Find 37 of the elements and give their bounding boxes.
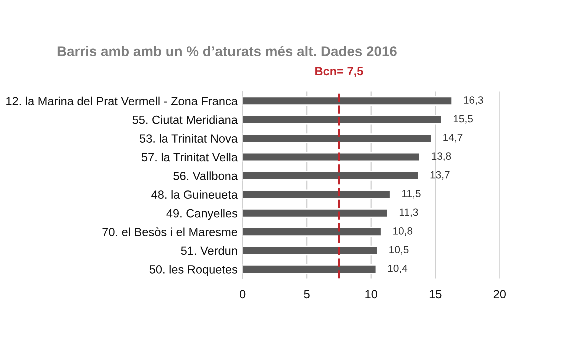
data-label: 16,3 bbox=[464, 96, 484, 106]
x-tick-label: 5 bbox=[304, 290, 310, 299]
data-label: 13,8 bbox=[432, 152, 452, 162]
y-tick-label: 49. Canyelles bbox=[166, 209, 238, 220]
y-tick-label: 12. la Marina del Prat Vermell - Zona Franca bbox=[6, 96, 238, 106]
data-label: 14,7 bbox=[444, 134, 463, 143]
data-label: 15,5 bbox=[454, 115, 473, 124]
y-tick-label: 48. la Guineueta bbox=[152, 190, 238, 200]
bar bbox=[242, 246, 378, 256]
bar bbox=[242, 227, 382, 237]
bar bbox=[242, 264, 378, 274]
bar bbox=[242, 208, 389, 218]
chart-title: Barris amb amb un % d’aturats més alt. Dades 2016 bbox=[58, 46, 397, 56]
bar bbox=[242, 96, 454, 106]
bar bbox=[242, 134, 432, 144]
data-label: 10,8 bbox=[394, 227, 413, 236]
y-tick-label: 56. Vallbona bbox=[174, 172, 238, 180]
y-tick-label: 51. Verdun bbox=[181, 246, 238, 256]
x-tick-label: 0 bbox=[240, 290, 246, 299]
y-tick-label: 55. Ciutat Meridiana bbox=[132, 116, 238, 124]
x-tick-label: 15 bbox=[430, 290, 442, 299]
x-tick-label: 10 bbox=[366, 290, 378, 299]
data-label: 11,3 bbox=[400, 208, 418, 218]
bar bbox=[242, 114, 443, 125]
data-label: 13,7 bbox=[430, 171, 450, 180]
ref-line-label: Bcn= 7,5 bbox=[316, 67, 364, 78]
data-label: 10,5 bbox=[390, 246, 409, 255]
data-label: 11,5 bbox=[402, 190, 421, 199]
data-label: 10,4 bbox=[388, 264, 408, 274]
y-tick-label: 50. les Roquetes bbox=[150, 265, 238, 276]
bar bbox=[242, 152, 421, 162]
y-tick-label: 57. la Trinitat Vella bbox=[142, 152, 238, 162]
y-tick-label: 53. la Trinitat Nova bbox=[140, 134, 238, 143]
x-tick-label: 20 bbox=[494, 290, 506, 299]
bar bbox=[242, 190, 392, 200]
bar bbox=[242, 171, 420, 181]
y-tick-label: 70. el Besòs i el Maresme bbox=[102, 228, 238, 236]
